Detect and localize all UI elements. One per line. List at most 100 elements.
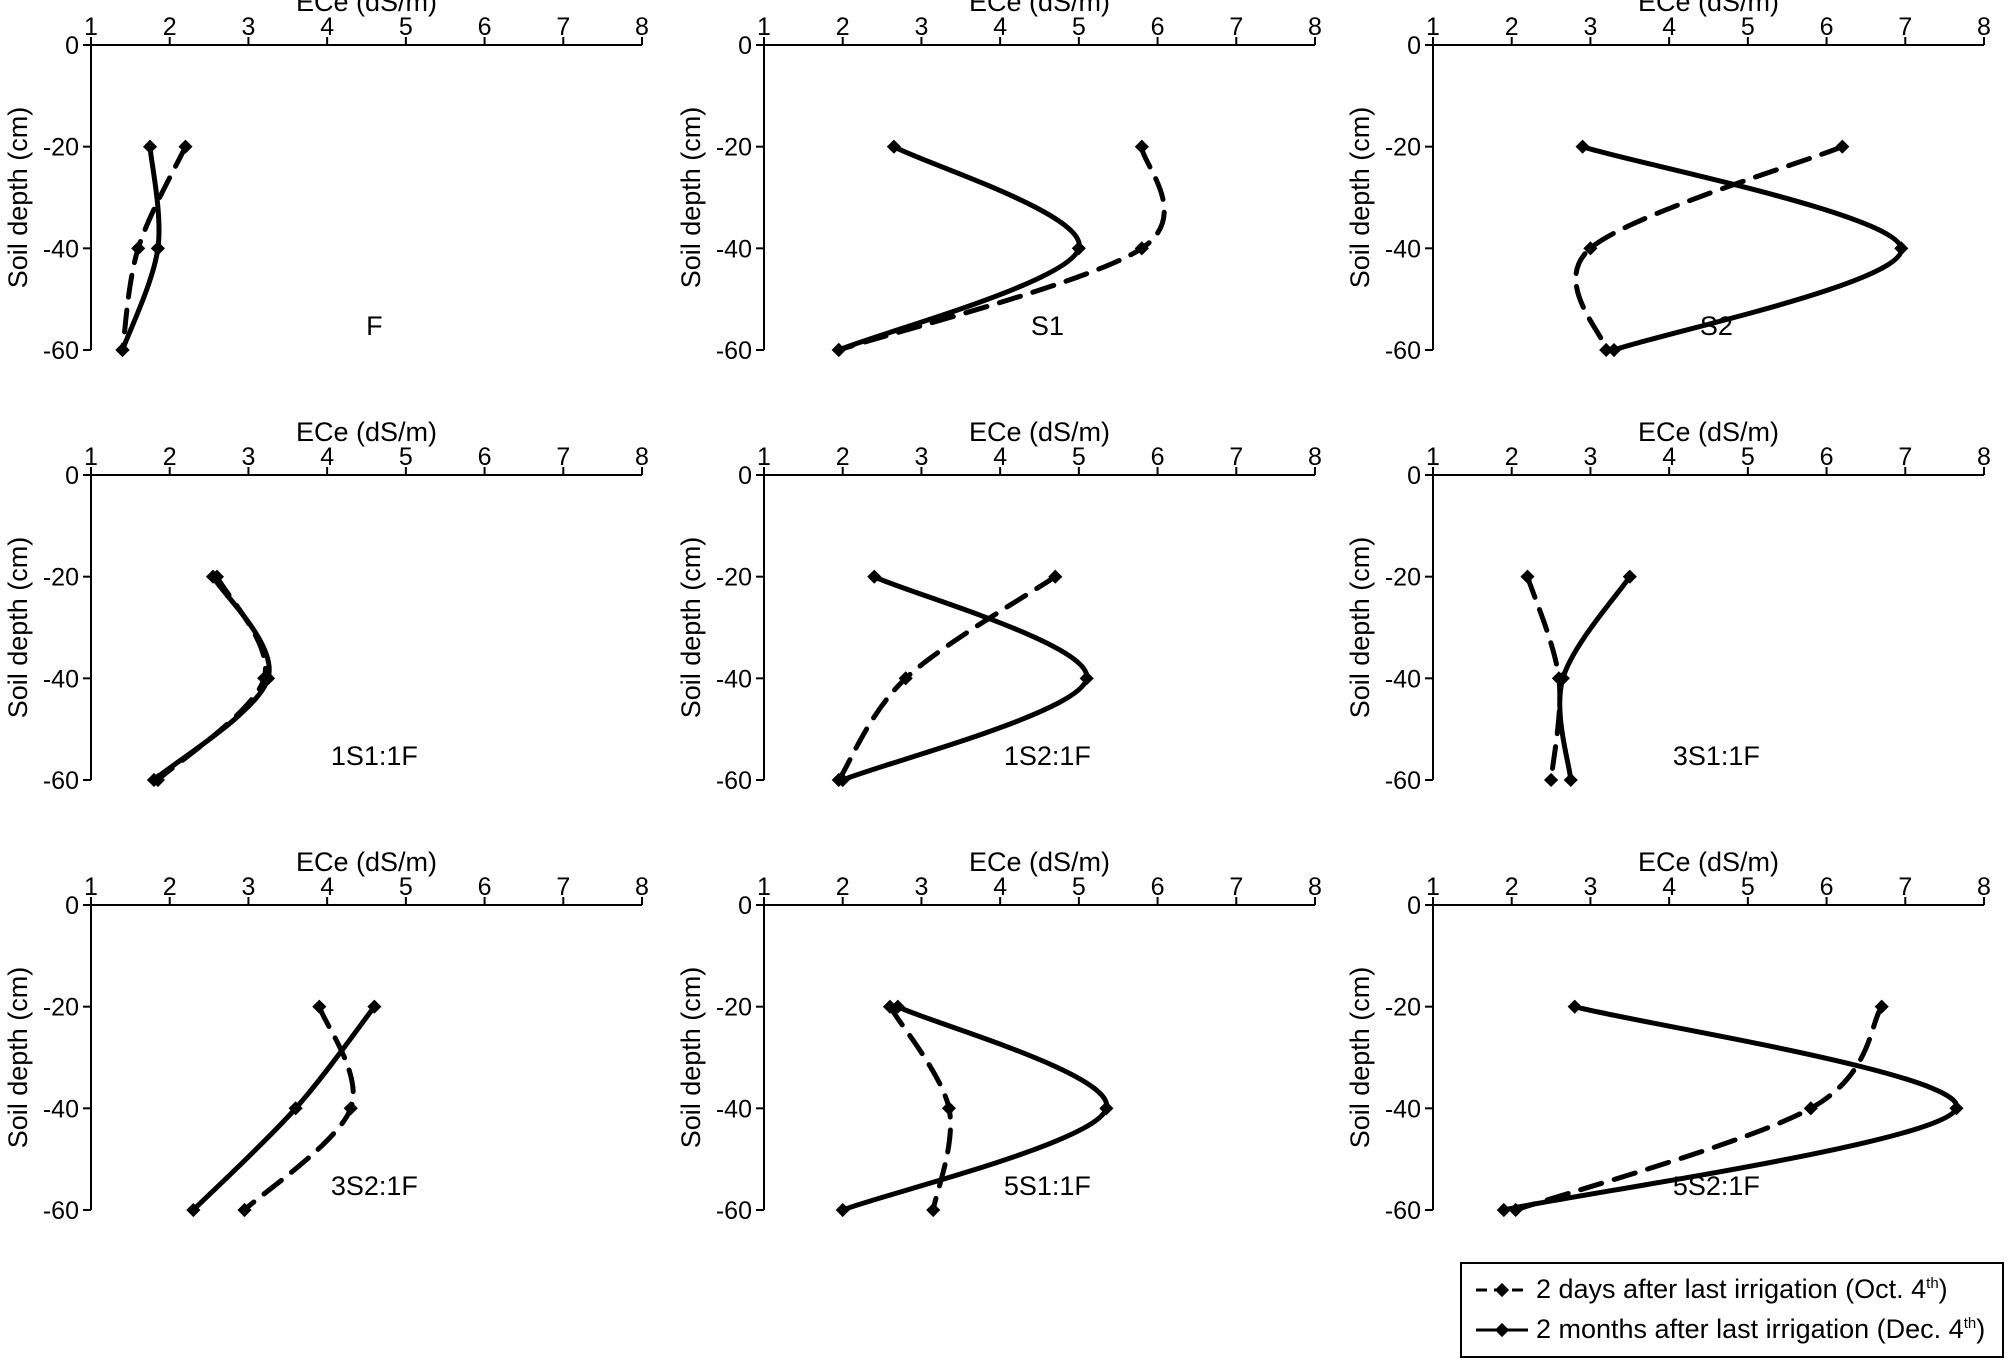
x-tick-label: 3 (1583, 873, 1597, 901)
x-tick-label: 5 (399, 873, 413, 901)
chart-panel-8: 1 2 3 4 5 6 7 8 0 -20 -40 -60 ECe (dS/m) Soil depth (… (676, 847, 1322, 1225)
x-tick-label: 8 (635, 873, 649, 901)
y-tick-label: 0 (65, 462, 79, 490)
y-tick-label: -60 (43, 337, 79, 365)
data-point-dec (867, 569, 882, 584)
y-tick-label: -40 (43, 1095, 79, 1123)
x-tick-label: 1 (757, 873, 771, 901)
y-tick-label: -20 (1385, 994, 1421, 1022)
data-point-oct (343, 1101, 358, 1116)
y-tick-label: 0 (65, 892, 79, 920)
y-tick-label: -20 (1385, 564, 1421, 592)
x-tick-label: 3 (914, 443, 928, 471)
legend-label-dec: 2 months after last irrigation (Dec. 4th… (1536, 1314, 1986, 1344)
x-axis-label: ECe (dS/m) (296, 847, 437, 877)
x-tick-label: 4 (993, 443, 1007, 471)
x-tick-label: 8 (1308, 13, 1322, 41)
y-tick-label: 0 (1407, 892, 1421, 920)
panel-label: 3S1:1F (1673, 741, 1760, 771)
y-tick-label: 0 (65, 32, 79, 60)
x-tick-label: 1 (1426, 13, 1440, 41)
x-tick-label: 4 (320, 443, 334, 471)
y-tick-label: 0 (738, 32, 752, 60)
chart-panel-3: 1 2 3 4 5 6 7 8 0 -20 -40 -60 ECe (dS/m) Soil depth (… (1345, 0, 1991, 365)
y-tick-label: -40 (43, 235, 79, 263)
y-axis-label: Soil depth (cm) (676, 537, 706, 719)
x-tick-label: 8 (635, 443, 649, 471)
y-tick-label: -20 (43, 564, 79, 592)
y-tick-label: 0 (1407, 32, 1421, 60)
x-tick-label: 4 (993, 13, 1007, 41)
data-point-oct (1134, 139, 1149, 154)
legend: 2 days after last irrigation (Oct. 4th) … (1460, 1262, 2004, 1358)
data-point-oct (1048, 569, 1063, 584)
x-tick-label: 6 (1151, 443, 1165, 471)
x-tick-label: 2 (836, 873, 850, 901)
data-point-oct (1520, 569, 1535, 584)
x-tick-label: 5 (1072, 443, 1086, 471)
x-axis-label: ECe (dS/m) (296, 0, 437, 17)
y-tick-label: 0 (738, 462, 752, 490)
x-tick-label: 2 (1505, 13, 1519, 41)
y-tick-label: 0 (738, 892, 752, 920)
data-point-oct (312, 999, 327, 1014)
y-tick-label: -20 (43, 134, 79, 162)
y-tick-label: -40 (716, 235, 752, 263)
x-tick-label: 3 (914, 13, 928, 41)
y-axis-label: Soil depth (cm) (3, 537, 33, 719)
x-tick-label: 8 (635, 13, 649, 41)
x-tick-label: 4 (320, 873, 334, 901)
x-axis-label: ECe (dS/m) (1638, 417, 1779, 447)
x-tick-label: 5 (1741, 13, 1755, 41)
x-tick-label: 7 (556, 13, 570, 41)
x-axis-label: ECe (dS/m) (969, 0, 1110, 17)
x-axis-label: ECe (dS/m) (1638, 847, 1779, 877)
data-point-dec (831, 342, 846, 358)
y-tick-label: -20 (716, 994, 752, 1022)
x-tick-label: 1 (1426, 873, 1440, 901)
chart-panel-4: 1 2 3 4 5 6 7 8 0 -20 -40 -60 ECe (dS/m) Soil depth (… (3, 417, 649, 795)
x-tick-label: 6 (478, 13, 492, 41)
y-tick-label: -60 (716, 1197, 752, 1225)
chart-panel-7: 1 2 3 4 5 6 7 8 0 -20 -40 -60 ECe (dS/m) Soil depth (… (3, 847, 649, 1225)
x-tick-label: 4 (993, 873, 1007, 901)
data-point-dec (835, 772, 850, 788)
x-tick-label: 3 (914, 873, 928, 901)
chart-panel-5: 1 2 3 4 5 6 7 8 0 -20 -40 -60 ECe (dS/m) Soil depth (… (676, 417, 1322, 795)
series-line-oct (155, 574, 268, 783)
data-point-dec (1563, 772, 1578, 788)
data-point-oct (178, 139, 193, 154)
x-tick-label: 7 (1898, 873, 1912, 901)
x-tick-label: 8 (1977, 13, 1991, 41)
x-tick-label: 1 (1426, 443, 1440, 471)
x-tick-label: 2 (836, 443, 850, 471)
x-tick-label: 4 (1662, 873, 1676, 901)
data-point-dec (1567, 999, 1582, 1014)
y-tick-label: -40 (1385, 665, 1421, 693)
x-tick-label: 3 (1583, 443, 1597, 471)
x-tick-label: 7 (556, 443, 570, 471)
y-tick-label: -60 (716, 337, 752, 365)
x-tick-label: 2 (163, 873, 177, 901)
data-point-oct (131, 241, 146, 256)
data-point-dec (146, 772, 162, 788)
data-point-oct (941, 1101, 957, 1116)
data-point-dec (1099, 1101, 1114, 1116)
data-point-dec (367, 999, 382, 1014)
legend-solid-line-icon (1476, 1322, 1528, 1338)
x-tick-label: 5 (1741, 443, 1755, 471)
x-tick-label: 1 (757, 443, 771, 471)
y-axis-label: Soil depth (cm) (676, 967, 706, 1149)
panel-label: 1S2:1F (1004, 741, 1091, 771)
y-axis-label: Soil depth (cm) (1345, 967, 1375, 1149)
data-point-dec (1606, 342, 1622, 358)
x-axis-label: ECe (dS/m) (1638, 0, 1779, 17)
legend-entry-dec: 2 months after last irrigation (Dec. 4th… (1462, 1310, 2002, 1350)
x-tick-label: 7 (556, 873, 570, 901)
x-tick-label: 2 (1505, 443, 1519, 471)
x-tick-label: 1 (757, 13, 771, 41)
x-tick-label: 3 (241, 13, 255, 41)
data-point-dec (115, 342, 130, 358)
x-tick-label: 7 (1898, 443, 1912, 471)
